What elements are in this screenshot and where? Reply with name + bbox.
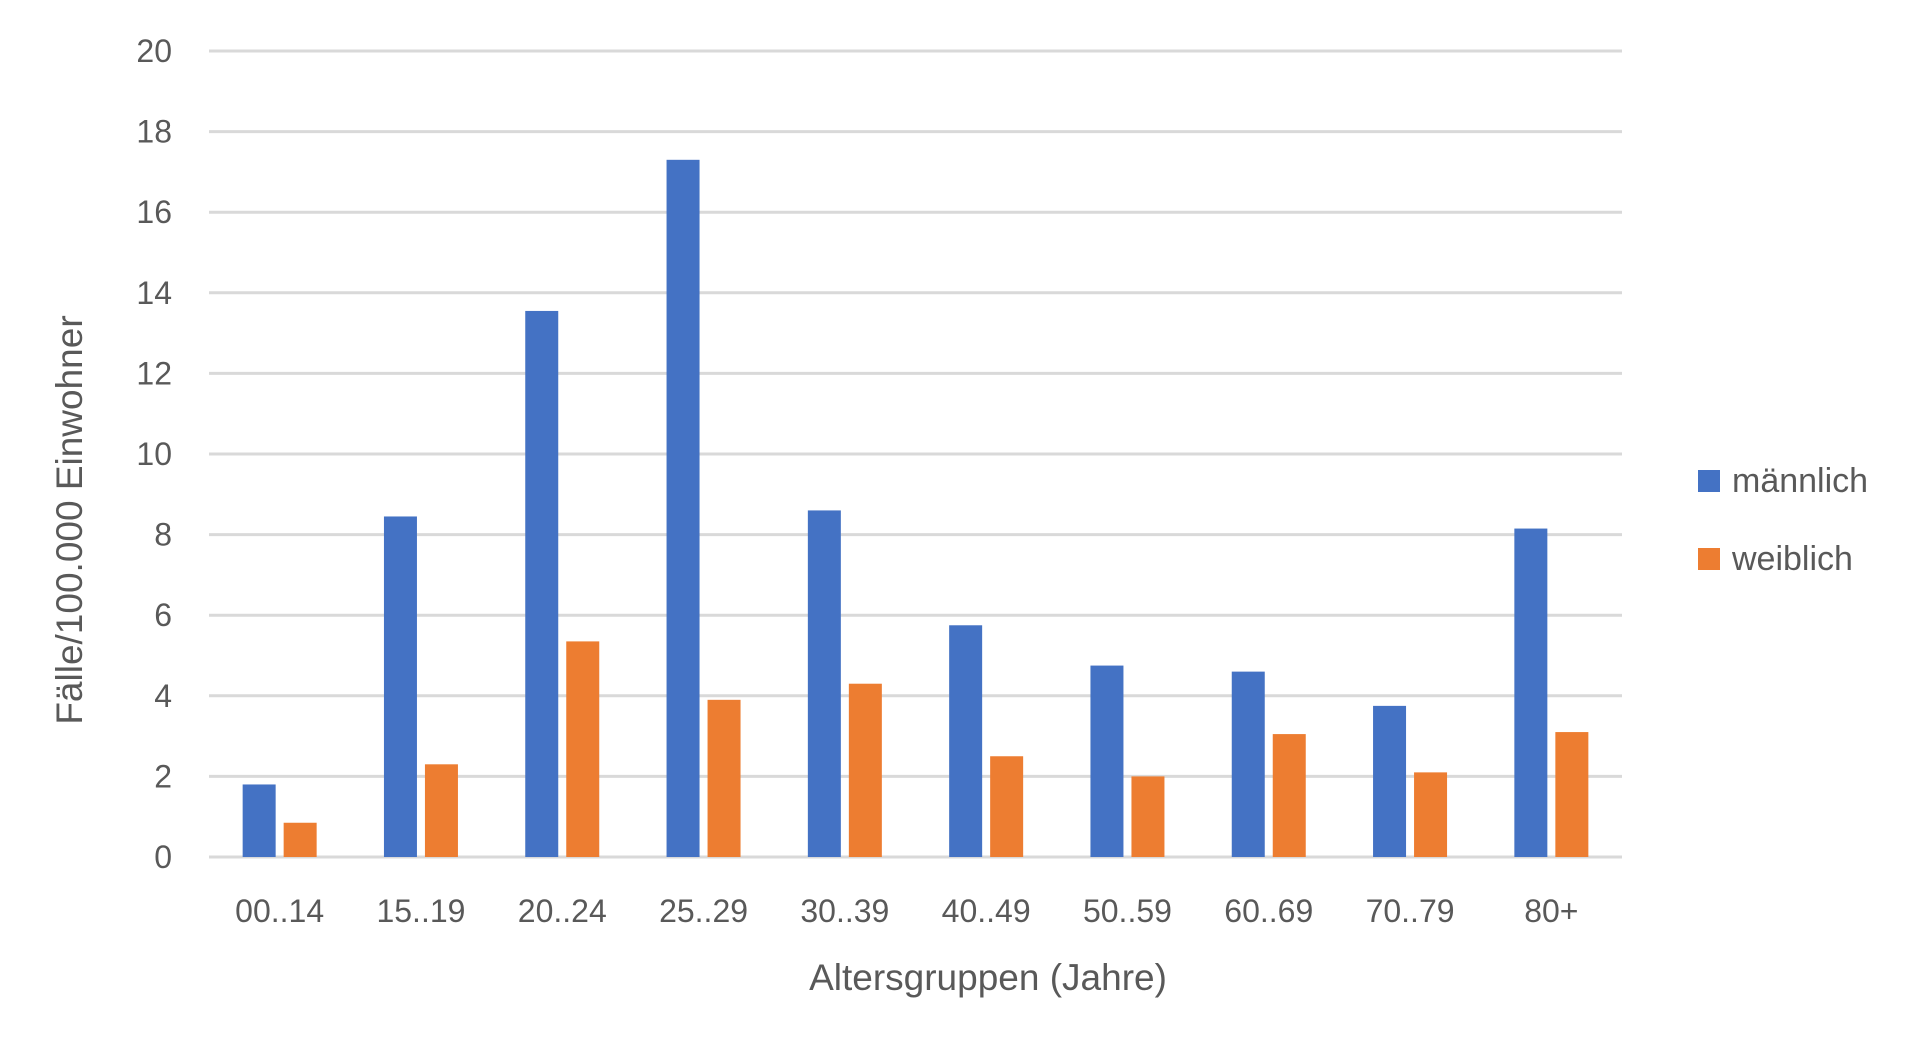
x-tick-label: 70..79 [1366, 893, 1455, 929]
y-tick-label: 20 [136, 33, 172, 69]
y-tick-label: 8 [154, 517, 172, 553]
x-tick-label: 25..29 [659, 893, 748, 929]
y-tick-label: 14 [136, 275, 172, 311]
bar-weiblich[interactable] [1272, 734, 1306, 857]
bar-maennlich[interactable] [1514, 528, 1548, 857]
y-tick-label: 2 [154, 758, 172, 794]
x-tick-label: 30..39 [800, 893, 889, 929]
y-tick-label: 0 [154, 839, 172, 875]
bar-weiblich[interactable] [424, 764, 458, 857]
bars [242, 159, 1589, 857]
bar-weiblich[interactable] [707, 699, 741, 857]
legend-swatch-maennlich [1698, 470, 1720, 492]
x-tick-label: 40..49 [942, 893, 1031, 929]
bar-maennlich[interactable] [525, 310, 559, 857]
y-axis-title: Fälle/100.000 Einwohner [49, 315, 90, 724]
bar-weiblich[interactable] [990, 756, 1024, 857]
y-tick-label: 18 [136, 114, 172, 150]
bar-weiblich[interactable] [1555, 732, 1589, 857]
x-tick-label: 20..24 [518, 893, 607, 929]
legend-item-maennlich[interactable]: männlich [1698, 460, 1868, 502]
legend-label: weiblich [1732, 539, 1853, 578]
y-tick-label: 4 [154, 678, 172, 714]
bar-maennlich[interactable] [666, 159, 700, 857]
y-tick-label: 16 [136, 194, 172, 230]
legend-swatch-weiblich [1698, 548, 1720, 570]
y-tick-label: 12 [136, 355, 172, 391]
legend-label: männlich [1732, 461, 1869, 500]
bar-maennlich[interactable] [383, 516, 417, 857]
x-axis-title: Altersgruppen (Jahre) [809, 957, 1167, 998]
bar-maennlich[interactable] [1373, 705, 1407, 857]
bar-maennlich[interactable] [242, 784, 276, 857]
x-tick-label: 60..69 [1224, 893, 1313, 929]
bar-weiblich[interactable] [1131, 776, 1165, 857]
x-tick-label: 50..59 [1083, 893, 1172, 929]
bar-maennlich[interactable] [1090, 665, 1124, 857]
y-tick-label: 10 [136, 436, 172, 472]
x-tick-label: 00..14 [235, 893, 324, 929]
bar-weiblich[interactable] [848, 683, 882, 857]
bar-maennlich[interactable] [1231, 671, 1265, 857]
bar-weiblich[interactable] [283, 822, 317, 857]
legend-item-weiblich[interactable]: weiblich [1698, 538, 1868, 580]
x-tick-label: 80+ [1524, 893, 1578, 929]
y-tick-label: 6 [154, 597, 172, 633]
x-tick-label: 15..19 [376, 893, 465, 929]
bar-weiblich[interactable] [566, 641, 600, 857]
x-axis-ticks: 00..14 15..19 20..24 25..29 30..39 40..49 50..… [235, 893, 1578, 929]
bar-weiblich[interactable] [1414, 772, 1448, 857]
legend: männlich weiblich [1698, 460, 1868, 616]
gridlines [209, 49, 1622, 859]
bar-maennlich[interactable] [949, 625, 983, 857]
y-axis-ticks: 0 2 4 6 8 10 12 14 16 18 20 [136, 33, 172, 875]
bar-maennlich[interactable] [807, 510, 841, 857]
